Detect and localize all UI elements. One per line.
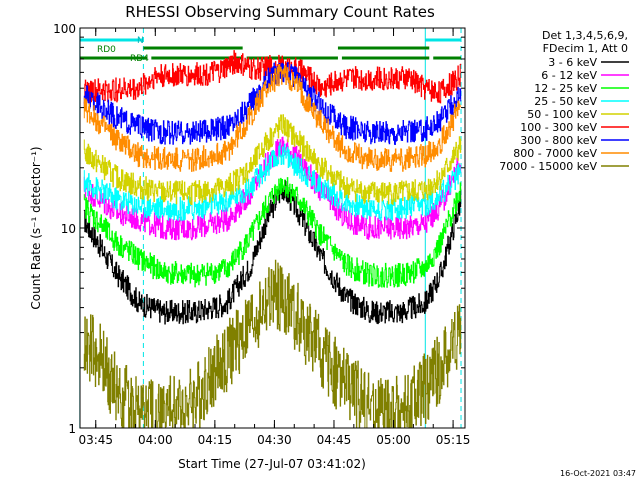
flag-label-rd4: RD4 (130, 54, 149, 64)
legend-label: 300 - 800 keV (520, 134, 597, 147)
plot-area: RD0 RD4 N 03:45 04:00 04:15 04:30 04:45 05:00 05… (53, 22, 470, 447)
series-line-50-100-kev (83, 114, 462, 205)
legend-label: 25 - 50 keV (534, 95, 597, 108)
legend-label: 50 - 100 keV (527, 108, 597, 121)
y-tick-label: 100 (53, 22, 76, 36)
x-tick-label: 04:00 (138, 433, 173, 447)
x-tick-label: 05:00 (376, 433, 411, 447)
flag-label-rd0: RD0 (97, 45, 116, 55)
legend-label: 7000 - 15000 keV (499, 160, 597, 173)
legend-label: 3 - 6 keV (548, 56, 597, 69)
chart-title: RHESSI Observing Summary Count Rates (125, 3, 435, 21)
legend-label: 800 - 7000 keV (513, 147, 597, 160)
legend-header-line-1: Det 1,3,4,5,6,9, (542, 29, 628, 42)
flag-label-n: N (137, 36, 144, 46)
legend-label: 12 - 25 keV (534, 82, 597, 95)
tick-layer: 03:45 04:00 04:15 04:30 04:45 05:00 05:15 1 10 10… (53, 22, 470, 447)
x-tick-label: 03:45 (78, 433, 113, 447)
series-line-25-50-kev (83, 142, 462, 221)
x-tick-label: 04:15 (198, 433, 233, 447)
y-axis-label: Count Rate (s⁻¹ detector⁻¹) (29, 146, 43, 309)
series-line-800-7000-kev (83, 64, 462, 172)
y-tick-label: 1 (68, 422, 76, 436)
x-tick-label: 05:15 (436, 433, 471, 447)
series-line-12-25-kev (83, 177, 462, 288)
x-axis-label: Start Time (27-Jul-07 03:41:02) (178, 457, 366, 471)
legend-label: 6 - 12 keV (541, 69, 597, 82)
x-tick-label: 04:30 (257, 433, 292, 447)
legend-label: 100 - 300 keV (520, 121, 597, 134)
y-tick-label: 10 (61, 222, 76, 236)
x-tick-label: 04:45 (317, 433, 352, 447)
legend-header-line-2: FDecim 1, Att 0 (543, 42, 628, 55)
series-line-3-6-kev (83, 179, 462, 325)
series-line-7000-15000-kev (83, 259, 462, 429)
footer-timestamp: 16-Oct-2021 03:47 (560, 469, 636, 478)
flag-layer: RD0 RD4 N (79, 36, 462, 64)
legend: Det 1,3,4,5,6,9, FDecim 1, Att 0 3 - 6 k… (499, 29, 629, 173)
series-layer (83, 50, 462, 429)
